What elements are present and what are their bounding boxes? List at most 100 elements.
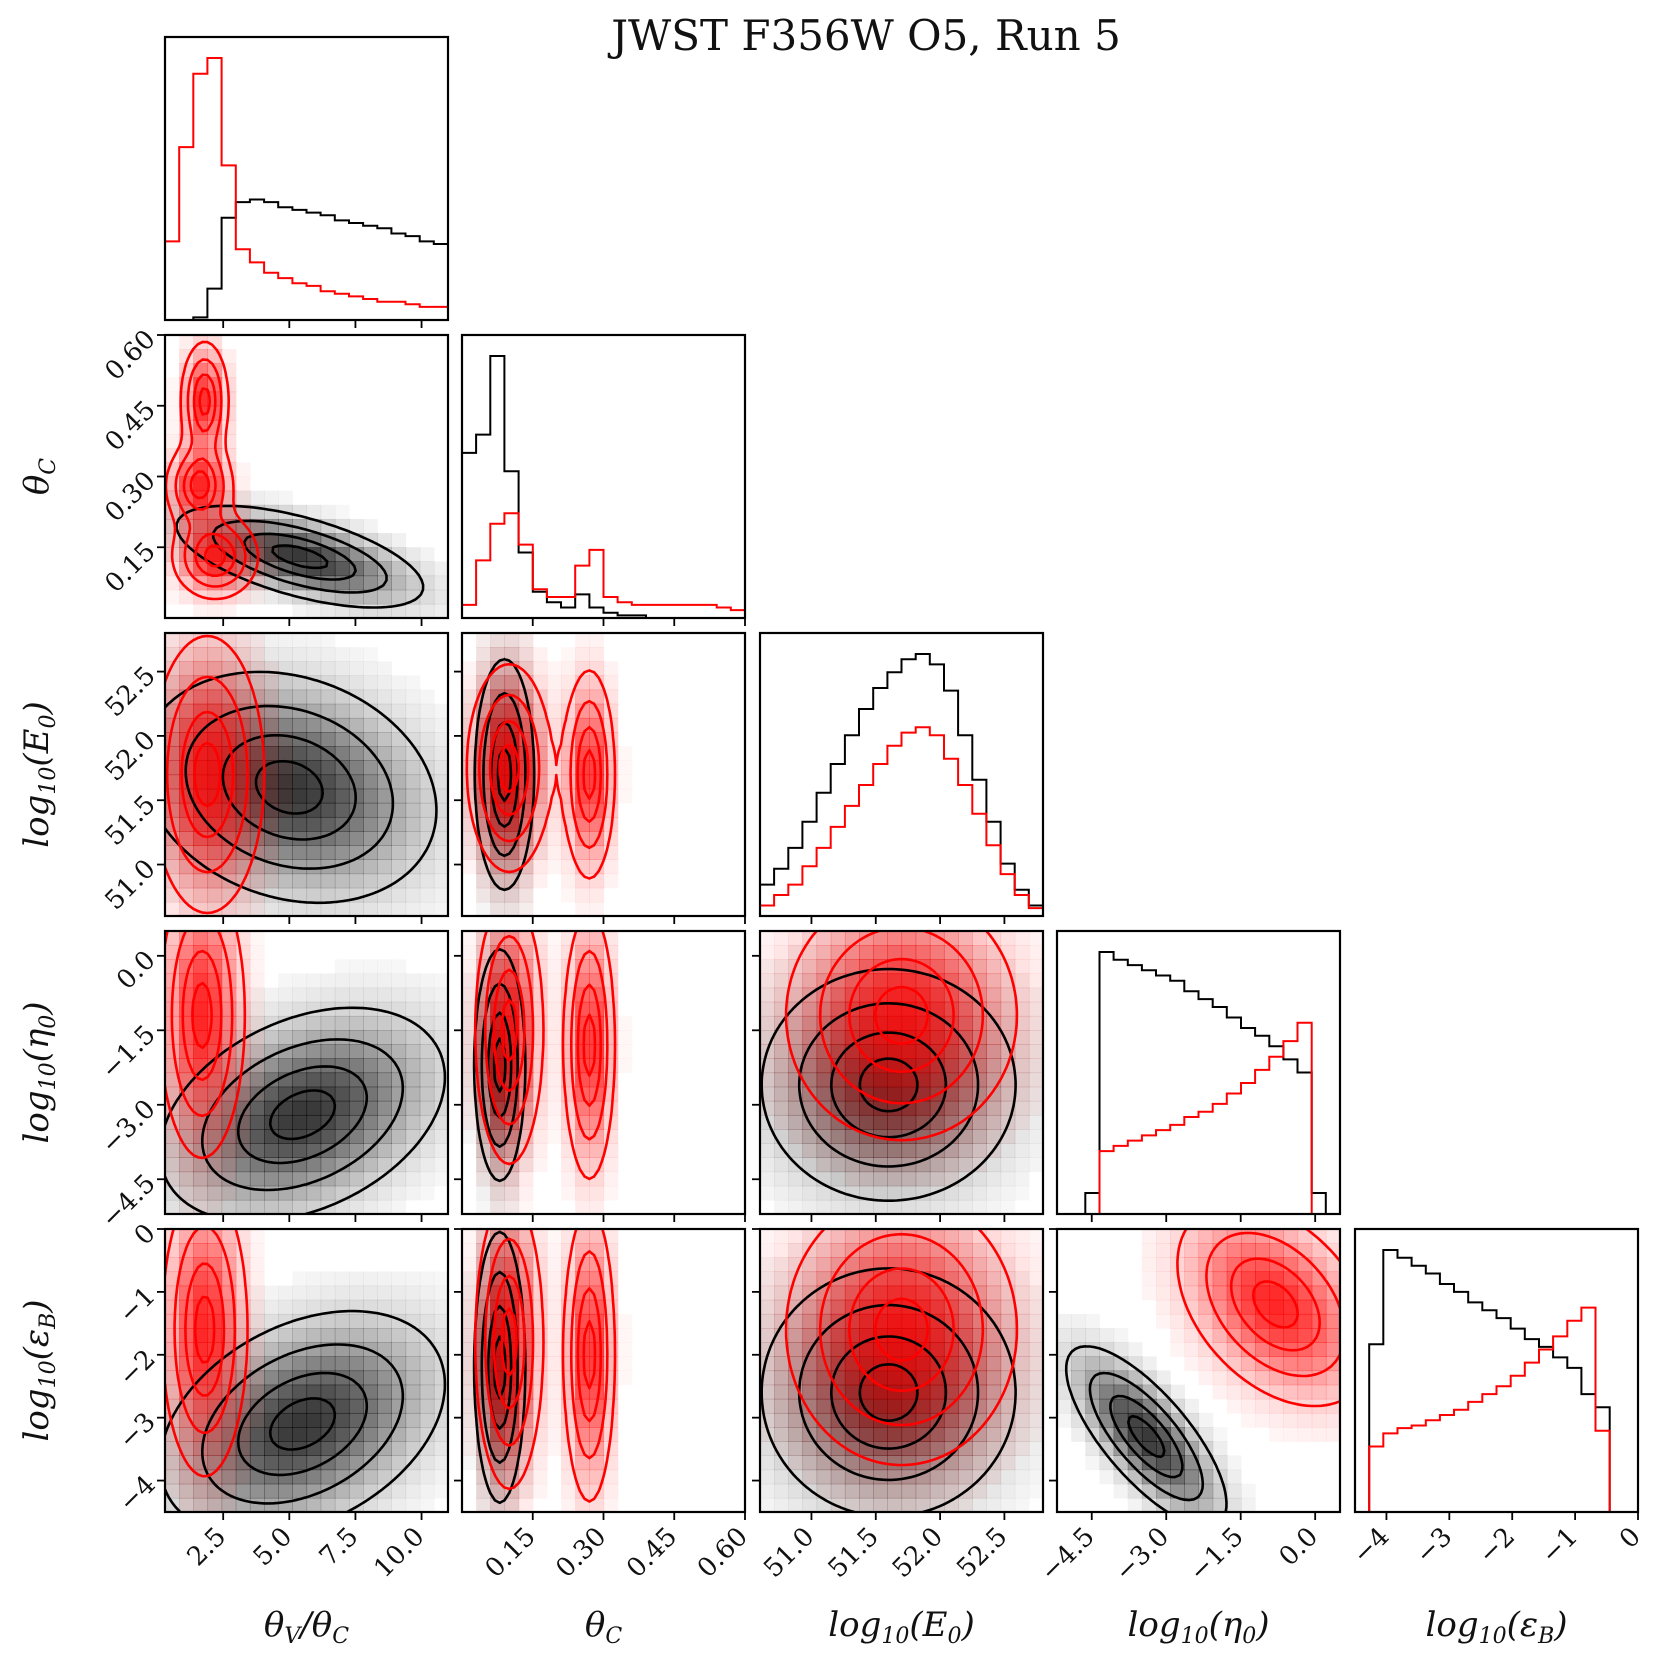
density-cell-black: [377, 1058, 392, 1074]
density-cell-black: [264, 717, 279, 733]
density-cell-red: [1212, 1370, 1228, 1386]
density-cell-black: [292, 1455, 308, 1471]
density-cell-black: [490, 959, 506, 975]
density-cell-red: [532, 1058, 548, 1074]
density-cell-black: [1127, 1497, 1143, 1512]
density-cell-black: [774, 959, 789, 975]
contour-red: [500, 1307, 597, 1390]
density-cell-black: [249, 1299, 265, 1315]
density-cell-red: [830, 1299, 846, 1315]
density-cell-black: [377, 1143, 392, 1158]
density-cell-black: [278, 1299, 293, 1315]
density-cell-black: [249, 1313, 265, 1329]
density-cell-black: [972, 1185, 987, 1201]
density-cell-red: [760, 1257, 775, 1273]
density-cell-red: [1226, 1398, 1242, 1414]
density-cell-red: [873, 973, 888, 989]
density-cell-black: [830, 1114, 846, 1130]
density-cell-red: [873, 1497, 888, 1512]
density-cell-red: [575, 1100, 590, 1116]
density-cell-red: [1325, 1370, 1340, 1386]
density-cell-red: [490, 717, 506, 733]
density-cell-black: [363, 873, 378, 889]
density-cell-red: [788, 1229, 804, 1244]
density-cell-red: [504, 1384, 520, 1400]
density-cell-red: [943, 1157, 959, 1173]
density-cell-red: [532, 1342, 548, 1357]
density-cell-black: [306, 1497, 322, 1512]
density-cell-red: [179, 1483, 194, 1499]
density-cell-black: [504, 675, 520, 691]
density-cell-red: [1000, 1455, 1016, 1471]
density-cell-red: [774, 1072, 789, 1088]
density-cell-red: [986, 1271, 1002, 1287]
density-cell-red: [462, 1257, 477, 1273]
density-cell-red: [844, 1370, 860, 1386]
density-cell-red: [221, 1469, 237, 1485]
density-cell-red: [788, 1441, 804, 1456]
density-cell-black: [405, 1299, 421, 1315]
density-cell-black: [349, 959, 364, 974]
density-cell-red: [958, 1469, 973, 1485]
density-cell-red: [221, 1342, 237, 1357]
density-cell-black: [419, 1285, 435, 1301]
density-cell-red: [1014, 1229, 1030, 1244]
density-cell-black: [292, 1015, 308, 1031]
density-cell-red: [1014, 1412, 1030, 1428]
contour-red: [498, 743, 597, 800]
density-cell-black: [363, 1058, 378, 1074]
density-cell-black: [363, 717, 378, 733]
density-cell-red: [476, 1342, 491, 1357]
density-cell-red: [618, 1016, 633, 1031]
density-cell-black: [1085, 1342, 1101, 1357]
density-cell-black: [221, 831, 237, 846]
density-cell-red: [193, 831, 209, 846]
density-cell-red: [1014, 1398, 1030, 1414]
density-cell-black: [306, 859, 322, 875]
density-cell-black: [377, 1129, 392, 1144]
pair-panel-tvtc-thc: [163, 333, 450, 620]
density-cell-red: [1028, 1412, 1043, 1428]
density-cell-black: [165, 1384, 180, 1400]
density-cell-black: [235, 490, 251, 506]
density-cell-red: [504, 1185, 520, 1201]
density-cell-black: [476, 1200, 491, 1215]
density-cell-red: [830, 1285, 846, 1301]
density-cell-black: [320, 603, 336, 618]
density-cell-black: [348, 1398, 364, 1414]
density-cell-red: [1141, 1243, 1157, 1258]
density-cell-red: [1014, 1370, 1030, 1386]
density-cell-black: [278, 1356, 293, 1372]
density-cell-black: [363, 732, 378, 747]
density-cell-black: [391, 1185, 407, 1201]
density-cell-black: [391, 1299, 407, 1315]
density-cell-black: [306, 689, 322, 705]
density-cell-black: [433, 1469, 448, 1485]
density-cell-red: [774, 1257, 789, 1273]
density-cell-red: [972, 959, 987, 975]
density-cell-black: [334, 675, 350, 691]
density-cell-black: [348, 1044, 364, 1059]
density-cell-red: [221, 419, 237, 435]
density-cell-black: [377, 802, 392, 818]
density-cell-red: [490, 1398, 506, 1414]
density-cell-black: [221, 661, 237, 677]
density-cell-black: [391, 1398, 407, 1414]
density-cell-black: [249, 1044, 265, 1059]
density-cell-black: [348, 1313, 364, 1329]
density-cell-black: [504, 1199, 520, 1214]
density-cell-black: [391, 901, 407, 916]
density-cell-black: [405, 1356, 421, 1372]
density-cell-black: [405, 732, 421, 747]
density-cell-red: [816, 931, 832, 946]
density-cell-black: [320, 760, 336, 776]
density-cell-black: [419, 732, 435, 747]
y-tick-label-eta: −1.5: [96, 1020, 162, 1086]
density-cell-black: [363, 1199, 378, 1214]
density-cell-red: [532, 1441, 548, 1456]
density-cell-black: [377, 845, 392, 860]
density-cell-black: [363, 831, 378, 846]
density-cell-black: [363, 589, 378, 605]
density-cell-black: [830, 1199, 846, 1214]
density-cell-red: [193, 1157, 209, 1173]
